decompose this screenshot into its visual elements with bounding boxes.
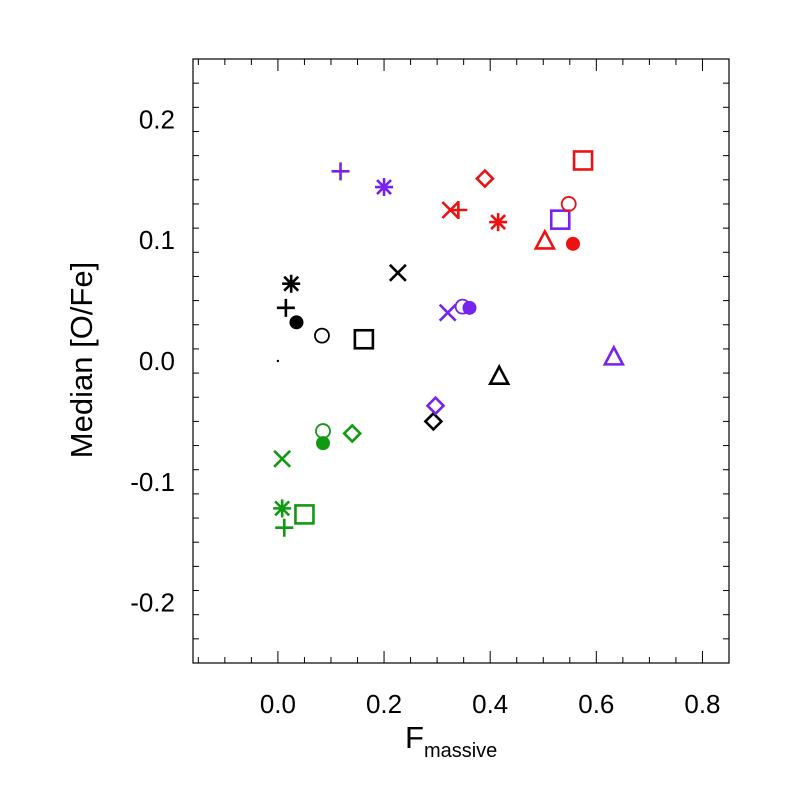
- open-circle-marker: [314, 327, 330, 344]
- data-point-diamond: [425, 395, 446, 416]
- filled-circle-marker: [316, 436, 331, 451]
- y-tick-label: 0.1: [139, 225, 175, 255]
- y-tick-label: -0.2: [130, 588, 175, 618]
- data-point-asterisk: [489, 213, 508, 232]
- plus-marker: [275, 518, 294, 537]
- x-axis-label: Fmassive: [405, 720, 497, 762]
- plus-marker: [331, 162, 350, 181]
- y-tick-label: 0.2: [139, 104, 175, 134]
- triangle-marker: [533, 228, 557, 250]
- data-point-plus: [331, 162, 350, 181]
- tick-labels: 0.0 0.2 0.4 0.6 0.8 -0.2 -0.1 0.0 0.1 0.2: [130, 104, 720, 719]
- diamond-marker: [342, 423, 363, 444]
- data-point-square: [549, 209, 571, 230]
- filled-circle-marker: [565, 236, 580, 251]
- diamond-marker: [423, 411, 444, 432]
- x-tick-label: 0.4: [472, 689, 508, 719]
- asterisk-marker: [375, 178, 394, 197]
- triangle-marker: [602, 344, 625, 366]
- data-point-filled-circle: [316, 436, 331, 451]
- data-point-x: [273, 449, 292, 468]
- data-point-square: [572, 150, 594, 171]
- open-circle-marker: [315, 423, 331, 439]
- asterisk-marker: [282, 274, 301, 293]
- data-point-filled-circle: [289, 315, 304, 330]
- triangle-marker: [488, 363, 511, 386]
- data-point-x: [438, 303, 457, 322]
- y-tick-label: -0.1: [130, 467, 175, 497]
- square-marker: [294, 504, 315, 525]
- tick-marks: [193, 58, 730, 664]
- diamond-marker: [475, 168, 495, 189]
- data-point-triangle: [602, 344, 625, 366]
- data-point-open-circle: [315, 423, 331, 439]
- data-point-filled-circle: [462, 300, 477, 315]
- x-marker: [388, 263, 407, 282]
- x-marker: [273, 449, 292, 468]
- asterisk-marker: [273, 499, 292, 518]
- data-point-asterisk: [273, 499, 292, 518]
- data-point-diamond: [342, 423, 363, 444]
- square-marker: [353, 328, 375, 350]
- asterisk-marker: [489, 213, 508, 232]
- data-point-plus: [276, 298, 295, 317]
- data-point-x: [388, 263, 407, 282]
- x-tick-label: 0.2: [366, 689, 402, 719]
- plus-marker: [276, 298, 295, 317]
- data-point-triangle: [488, 363, 511, 386]
- x-tick-label: 0.8: [684, 689, 720, 719]
- filled-circle-marker: [289, 315, 304, 330]
- diamond-marker: [425, 395, 446, 416]
- data-point-dot: [276, 359, 280, 363]
- plus-marker: [449, 201, 468, 219]
- square-marker: [549, 209, 571, 230]
- data-point-open-circle: [560, 196, 577, 212]
- data-points: [273, 150, 625, 537]
- x-tick-label: 0.6: [578, 689, 614, 719]
- data-point-plus: [275, 518, 294, 537]
- x-marker: [438, 303, 457, 322]
- data-point-filled-circle: [565, 236, 580, 251]
- data-point-asterisk: [282, 274, 301, 293]
- x-axis-label-subscript: massive: [424, 740, 497, 762]
- data-point-open-circle: [314, 327, 330, 344]
- open-circle-marker: [560, 196, 577, 212]
- data-point-asterisk: [375, 178, 394, 197]
- data-point-diamond: [475, 168, 495, 189]
- data-point-square: [353, 328, 375, 350]
- y-tick-label: 0.0: [139, 346, 175, 376]
- x-tick-label: 0.0: [260, 689, 296, 719]
- data-point-square: [294, 504, 315, 525]
- dot-marker: [276, 359, 280, 363]
- y-axis-label: Median [O/Fe]: [64, 262, 99, 458]
- data-point-plus: [449, 201, 468, 219]
- square-marker: [572, 150, 594, 171]
- x-axis-label-main: F: [405, 720, 424, 755]
- filled-circle-marker: [462, 300, 477, 315]
- data-point-diamond: [423, 411, 444, 432]
- plot-frame: [192, 58, 730, 664]
- data-point-triangle: [533, 228, 557, 250]
